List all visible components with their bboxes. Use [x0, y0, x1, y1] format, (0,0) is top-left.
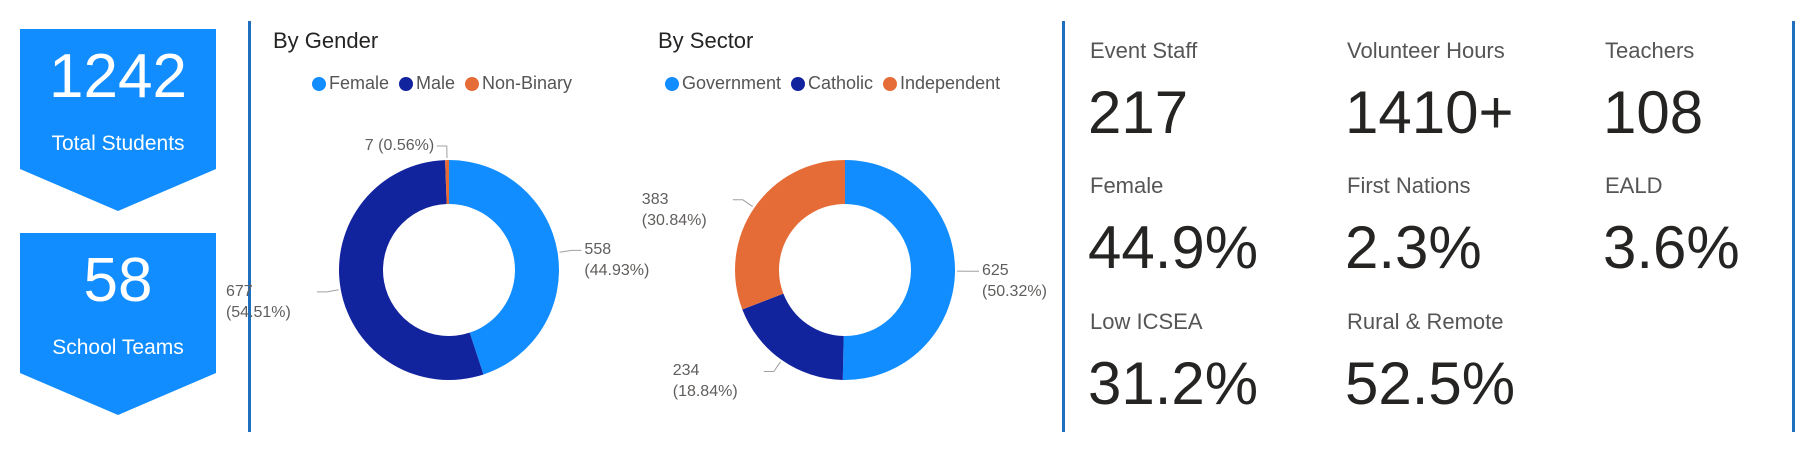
stat-label: Volunteer Hours — [1347, 38, 1505, 63]
divider — [1062, 21, 1065, 432]
legend-label: Government — [682, 73, 782, 93]
kpi-card — [20, 233, 216, 415]
leader-line — [763, 361, 782, 372]
stat-value: 1410+ — [1345, 79, 1514, 146]
donut-slice — [338, 160, 484, 380]
stat-label: First Nations — [1347, 173, 1471, 198]
leader-line — [732, 199, 753, 207]
donut-slice — [742, 293, 844, 380]
stat-value: 108 — [1603, 79, 1704, 146]
donut-slice — [449, 160, 559, 375]
donut-slice — [445, 160, 449, 205]
stat-value: 44.9% — [1088, 214, 1259, 281]
stat-value: 217 — [1088, 79, 1189, 146]
divider — [248, 21, 251, 432]
legend-marker — [791, 77, 805, 91]
legend-label: Independent — [900, 73, 1001, 93]
kpi-value: 58 — [83, 246, 153, 315]
stat-label: Event Staff — [1090, 38, 1198, 63]
stat-label: Rural & Remote — [1347, 309, 1504, 334]
chart-title: By Sector — [658, 28, 754, 53]
legend-label: Non-Binary — [482, 73, 573, 93]
donut-slice — [842, 160, 956, 380]
data-label: 677 (54.51%) — [225, 282, 291, 321]
data-label: 625 (50.32%) — [981, 262, 1047, 301]
kpi-card — [20, 29, 216, 211]
legend-label: Male — [416, 73, 456, 93]
data-label: 383 (30.84%) — [641, 190, 707, 229]
legend-label: Catholic — [808, 73, 874, 93]
leader-line — [316, 289, 339, 293]
stat-value: 2.3% — [1345, 214, 1482, 281]
legend-marker — [312, 77, 326, 91]
kpi-label: School Teams — [52, 336, 184, 359]
legend-marker — [399, 77, 413, 91]
stat-value: 3.6% — [1603, 214, 1740, 281]
data-label: 558 (44.93%) — [584, 241, 650, 280]
divider — [1792, 21, 1795, 432]
leader-line — [436, 145, 448, 159]
stat-label: Female — [1090, 173, 1164, 198]
stat-value: 52.5% — [1345, 350, 1516, 417]
data-label: 234 (18.84%) — [672, 362, 738, 401]
stat-label: Low ICSEA — [1090, 309, 1203, 334]
stat-value: 31.2% — [1088, 350, 1259, 417]
leader-line — [559, 249, 582, 253]
kpi-value: 1242 — [49, 42, 187, 111]
legend-marker — [665, 77, 679, 91]
donut-slice — [735, 160, 845, 310]
legend-label: Female — [329, 73, 390, 93]
data-label: 7 (0.56%) — [364, 136, 435, 154]
legend-marker — [883, 77, 897, 91]
kpi-label: Total Students — [51, 132, 185, 155]
stat-label: Teachers — [1605, 38, 1695, 63]
chart-title: By Gender — [273, 28, 379, 53]
stat-label: EALD — [1605, 173, 1663, 198]
legend-marker — [465, 77, 479, 91]
